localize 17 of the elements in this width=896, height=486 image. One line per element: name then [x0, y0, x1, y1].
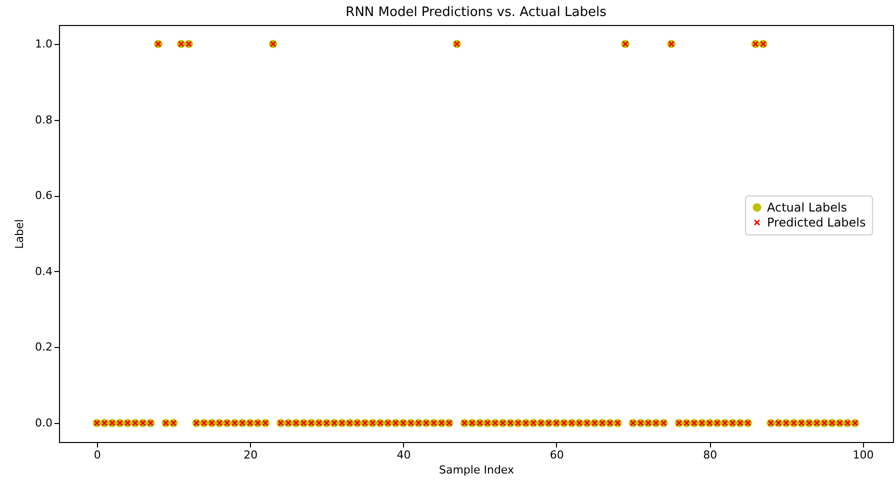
y-tick-label: 0.8 [35, 113, 52, 126]
y-tick-label: 0.6 [35, 189, 52, 202]
y-tick-label: 0.0 [35, 416, 52, 430]
x-tick-label: 100 [852, 448, 874, 462]
x-tick-label: 0 [94, 448, 101, 462]
x-tick-label: 40 [396, 448, 411, 462]
y-tick-label: 1.0 [35, 37, 52, 50]
y-axis-title: Label [13, 219, 26, 249]
legend-label: Actual Labels [767, 200, 848, 214]
x-tick-label: 80 [703, 448, 718, 462]
chart-title: RNN Model Predictions vs. Actual Labels [346, 5, 607, 20]
y-tick-label: 0.2 [35, 340, 52, 354]
x-tick-label: 20 [244, 448, 258, 462]
legend-label: Predicted Labels [767, 216, 866, 230]
x-tick-label: 60 [550, 448, 564, 462]
y-tick-label: 0.4 [35, 264, 52, 278]
x-axis-title: Sample Index [438, 464, 514, 476]
